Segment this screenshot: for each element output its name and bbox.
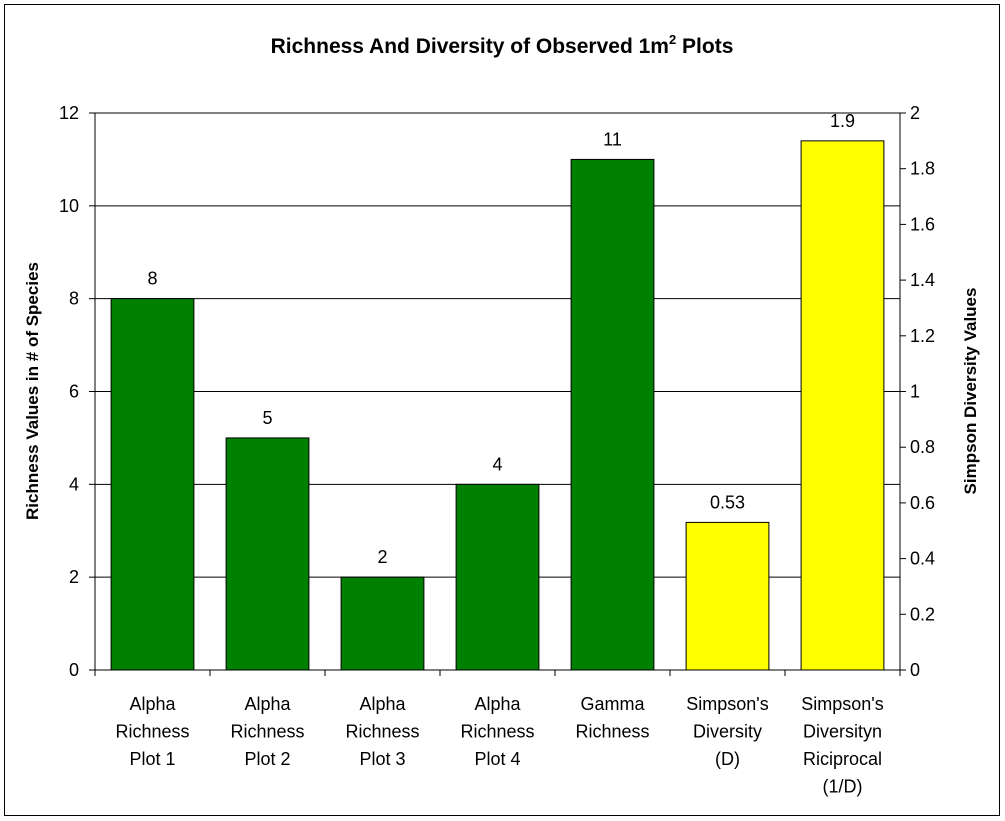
y2-tick-label: 1.2 <box>910 326 935 346</box>
chart-title: Richness And Diversity of Observed 1m2 P… <box>271 32 734 58</box>
value-label: 1.9 <box>830 111 855 131</box>
bar <box>340 576 425 671</box>
x-tick-label: Riciprocal <box>803 749 882 769</box>
x-tick-label: Richness <box>345 722 419 742</box>
x-tick-label: Diversityn <box>803 722 882 742</box>
x-tick-label: Richness <box>230 722 304 742</box>
x-tick-label: Plot 2 <box>244 749 290 769</box>
bar <box>685 521 770 671</box>
y-tick-label: 4 <box>69 474 79 494</box>
bar <box>455 483 540 671</box>
y2-tick-label: 1.6 <box>910 214 935 234</box>
y-tick-label: 10 <box>59 196 79 216</box>
y-tick-label: 2 <box>69 567 79 587</box>
x-tick-label: Alpha <box>244 694 291 714</box>
value-label: 11 <box>603 129 622 149</box>
x-tick-label: Plot 3 <box>359 749 405 769</box>
y2-tick-label: 0.6 <box>910 493 935 513</box>
value-label: 4 <box>492 454 502 474</box>
x-tick-label: Simpson's <box>801 694 883 714</box>
x-tick-label: Alpha <box>129 694 176 714</box>
y2-tick-label: 0.8 <box>910 437 935 457</box>
y-tick-label: 0 <box>69 660 79 680</box>
x-tick-label: Diversity <box>693 722 762 742</box>
bar <box>570 158 655 671</box>
value-label: 5 <box>262 408 272 428</box>
value-label: 0.53 <box>710 492 745 512</box>
y2-tick-label: 2 <box>910 103 920 123</box>
bar <box>110 298 195 671</box>
bar <box>800 140 885 671</box>
x-tick-label: Plot 1 <box>129 749 175 769</box>
y2-tick-label: 1.8 <box>910 159 935 179</box>
x-tick-label: Alpha <box>474 694 521 714</box>
x-tick-label: Richness <box>575 722 649 742</box>
y2-axis-title: Simpson Diversity Values <box>961 288 980 495</box>
y-tick-label: 8 <box>69 289 79 309</box>
value-label: 2 <box>377 547 387 567</box>
y-tick-label: 6 <box>69 382 79 402</box>
y2-tick-label: 0 <box>910 660 920 680</box>
y-tick-label: 12 <box>59 103 79 123</box>
bar <box>225 437 310 671</box>
y2-tick-label: 0.2 <box>910 604 935 624</box>
value-label: 8 <box>147 269 157 289</box>
title-part: Richness And Diversity of Observed 1m <box>271 35 669 58</box>
title-part: Plots <box>676 35 733 58</box>
y-axis-title: Richness Values in # of Species <box>23 262 42 520</box>
title-part: 2 <box>669 32 676 47</box>
x-tick-label: Alpha <box>359 694 406 714</box>
x-tick-label: (D) <box>715 749 740 769</box>
y2-tick-label: 0.4 <box>910 549 935 569</box>
x-tick-label: Richness <box>460 722 534 742</box>
y2-tick-label: 1.4 <box>910 270 935 290</box>
x-tick-label: Gamma <box>580 694 645 714</box>
x-tick-label: Simpson's <box>686 694 768 714</box>
y2-tick-label: 1 <box>910 382 920 402</box>
x-tick-label: Plot 4 <box>474 749 520 769</box>
x-tick-label: (1/D) <box>823 777 863 797</box>
x-tick-label: Richness <box>115 722 189 742</box>
